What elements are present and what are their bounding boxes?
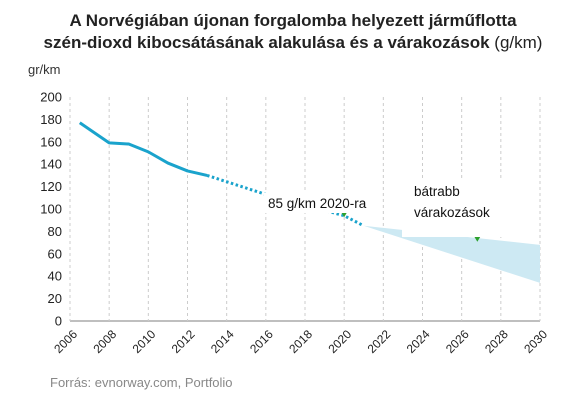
chart-title: A Norvégiában újonan forgalomba helyezet… bbox=[0, 10, 586, 54]
x-tick-2016: 2016 bbox=[247, 327, 276, 356]
y-tick-80: 80 bbox=[48, 224, 62, 239]
y-tick-60: 60 bbox=[48, 246, 62, 261]
historical-line bbox=[78, 121, 208, 177]
y-tick-180: 180 bbox=[40, 112, 62, 127]
x-tick-2026: 2026 bbox=[443, 327, 472, 356]
x-tick-2022: 2022 bbox=[365, 327, 394, 356]
x-tick-2010: 2010 bbox=[130, 327, 159, 356]
marker-2 bbox=[474, 236, 481, 242]
annotation-85-bg bbox=[264, 193, 376, 213]
title-unit: (g/km) bbox=[489, 33, 543, 52]
y-tick-120: 120 bbox=[40, 179, 62, 194]
title-line-2-bold: szén-dioxd kibocsátásának alakulása és a… bbox=[43, 33, 490, 52]
y-tick-100: 100 bbox=[40, 202, 62, 217]
x-tick-2012: 2012 bbox=[169, 327, 198, 356]
x-tick-2018: 2018 bbox=[286, 327, 315, 356]
marker-1 bbox=[341, 212, 348, 218]
x-tick-2020: 2020 bbox=[325, 327, 354, 356]
y-tick-20: 20 bbox=[48, 291, 62, 306]
y-axis-unit: gr/km bbox=[28, 62, 61, 77]
annotation-85-gkm: 85 g/km 2020-ra bbox=[268, 196, 367, 211]
title-line-1: A Norvégiában újonan forgalomba helyezet… bbox=[69, 11, 517, 30]
annotation-bolder-2: várakozások bbox=[414, 205, 490, 220]
y-tick-40: 40 bbox=[48, 269, 62, 284]
x-tick-2024: 2024 bbox=[404, 327, 433, 356]
annotation-bolder-1: bátrabb bbox=[414, 184, 460, 199]
expectation-band bbox=[363, 225, 540, 283]
x-tick-2006: 2006 bbox=[51, 327, 80, 356]
x-tick-2030: 2030 bbox=[521, 327, 550, 356]
y-tick-160: 160 bbox=[40, 134, 62, 149]
y-tick-140: 140 bbox=[40, 157, 62, 172]
x-tick-2014: 2014 bbox=[208, 327, 237, 356]
source-note: Forrás: evnorway.com, Portfolio bbox=[50, 375, 233, 390]
x-tick-2008: 2008 bbox=[90, 327, 119, 356]
annotation-bolder-bg bbox=[402, 179, 534, 237]
y-tick-0: 0 bbox=[55, 314, 62, 329]
y-tick-200: 200 bbox=[40, 90, 62, 105]
x-tick-2028: 2028 bbox=[482, 327, 511, 356]
title-line-2: szén-dioxd kibocsátásának alakulása és a… bbox=[0, 32, 586, 54]
